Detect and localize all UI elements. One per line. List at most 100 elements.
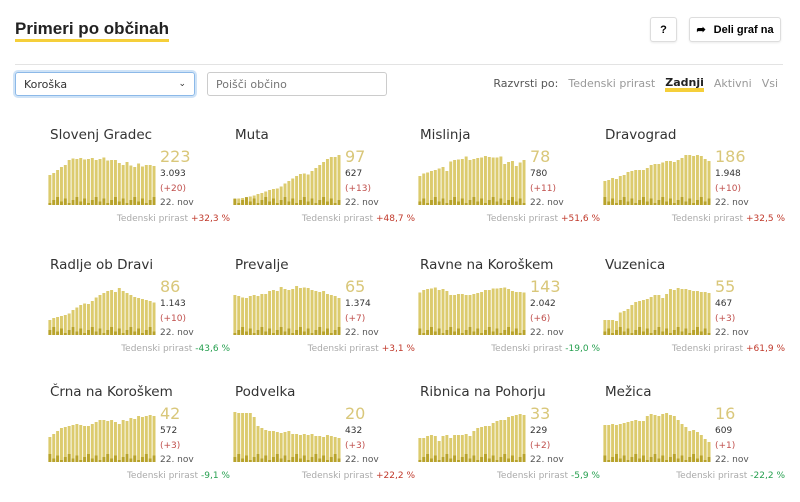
sparkline-bar (329, 436, 333, 462)
sparkline-bar (271, 431, 275, 462)
growth-value: +32,3 % (191, 214, 230, 224)
daily-bar (256, 454, 260, 462)
sparkline-bar (503, 164, 507, 205)
daily-bar (487, 200, 491, 205)
municipality-name: Muta (235, 127, 269, 143)
municipality-card[interactable]: Vuzenica 55 467 (+3) 22. nov Tedenski pr… (603, 257, 785, 372)
sparkline-bar (322, 437, 326, 462)
sparkline-bar (333, 296, 337, 335)
daily-bar (113, 331, 117, 335)
municipality-search-input[interactable] (207, 72, 387, 96)
municipality-card[interactable]: Ribnica na Pohorju 33 229 (+2) 22. nov T… (418, 384, 600, 499)
sparkline-bar (67, 426, 71, 462)
sparkline-bar (507, 162, 511, 205)
daily-bar (499, 333, 503, 335)
sparkline-bar (456, 294, 460, 335)
sort-latest[interactable]: Zadnji (665, 77, 704, 92)
sparkline-bar (707, 293, 711, 335)
daily-bar (638, 200, 642, 205)
municipality-card[interactable]: Črna na Koroškem 42 572 (+3) 22. nov Ted… (48, 384, 230, 499)
sparkline-bar (453, 295, 457, 335)
sort-weekly-growth[interactable]: Tedenski prirast (568, 77, 656, 90)
sparkline-bar (59, 428, 63, 462)
sparkline-bar (295, 286, 299, 335)
sparkline-bar (318, 292, 322, 335)
daily-bar (48, 454, 52, 462)
municipality-card[interactable]: Radlje ob Dravi 86 1.143 (+10) 22. nov T… (48, 257, 230, 372)
daily-bar (499, 198, 503, 205)
sparkline-bar (71, 310, 75, 335)
daily-bar (137, 460, 141, 462)
sparkline-bar (645, 168, 649, 205)
sort-all[interactable]: Vsi (761, 77, 778, 90)
municipality-card[interactable]: Podvelka 20 432 (+3) 22. nov Tedenski pr… (233, 384, 415, 499)
municipality-card[interactable]: Muta 97 627 (+13) 22. nov Tedenski prira… (233, 127, 415, 242)
daily-bar (480, 457, 484, 462)
daily-bar (325, 201, 329, 205)
sparkline-bar (518, 414, 522, 462)
municipality-card[interactable]: Prevalje 65 1.374 (+7) 22. nov Tedenski … (233, 257, 415, 372)
sparkline-bar (256, 426, 260, 462)
sparkline-bar (90, 158, 94, 205)
daily-bar (487, 458, 491, 462)
sparkline-bar (94, 160, 98, 205)
sparkline-bar (499, 288, 503, 335)
sparkline-bar (614, 425, 618, 462)
sort-active[interactable]: Aktivni (713, 77, 752, 90)
share-button[interactable]: ➦ Deli graf na (689, 17, 781, 42)
daily-bar (318, 458, 322, 462)
daily-bar (248, 201, 252, 205)
sparkline-bar (699, 292, 703, 335)
sparkline-bar (437, 441, 441, 462)
daily-bar (661, 197, 665, 205)
growth-value: -43,6 % (195, 344, 230, 354)
daily-bar (491, 197, 495, 205)
daily-bar (611, 198, 615, 205)
sparkline-bar (94, 422, 98, 462)
sparkline-bar (283, 432, 287, 462)
daily-bar (98, 201, 102, 205)
daily-bar (102, 198, 106, 205)
daily-bar (90, 200, 94, 205)
daily-bar (271, 457, 275, 462)
sparkline-bar (641, 421, 645, 462)
sparkline-bar (67, 160, 71, 205)
daily-bar (522, 203, 526, 205)
daily-bar (641, 331, 645, 335)
daily-bar (699, 197, 703, 205)
municipality-card[interactable]: Slovenj Gradec 223 3.093 (+20) 22. nov T… (48, 127, 230, 242)
sparkline-chart (48, 157, 156, 205)
sparkline-bar (614, 179, 618, 205)
daily-bar (695, 200, 699, 205)
sparkline-bar (314, 291, 318, 335)
sparkline-bar (491, 288, 495, 335)
municipality-card[interactable]: Mežica 16 609 (+1) 22. nov Tedenski prir… (603, 384, 785, 499)
municipality-card[interactable]: Mislinja 78 780 (+11) 22. nov Tedenski p… (418, 127, 600, 242)
daily-bar (110, 458, 114, 462)
daily-bar (491, 455, 495, 462)
daily-bar (487, 327, 491, 335)
sparkline-bar (418, 438, 422, 462)
sparkline-bar (110, 160, 114, 205)
sparkline-bar (441, 167, 445, 205)
sparkline-bar (657, 164, 661, 205)
sparkline-bar (618, 176, 622, 205)
daily-bar (433, 331, 437, 335)
daily-bar (503, 203, 507, 205)
sparkline-bar (302, 434, 306, 462)
daily-bar (607, 328, 611, 335)
sparkline-bar (295, 434, 299, 462)
help-button[interactable]: ? (650, 17, 677, 42)
sparkline-bar (426, 436, 430, 462)
sparkline-bar (661, 298, 665, 335)
daily-bar (244, 197, 248, 205)
daily-bar (98, 328, 102, 335)
daily-bar (437, 460, 441, 462)
daily-bar (318, 200, 322, 205)
municipality-card[interactable]: Ravne na Koroškem 143 2.042 (+6) 22. nov… (418, 257, 600, 372)
daily-bar (426, 454, 430, 462)
daily-bar (661, 455, 665, 462)
daily-bar (314, 203, 318, 205)
region-select[interactable]: Koroška ⌄ (15, 72, 195, 96)
municipality-card[interactable]: Dravograd 186 1.948 (+10) 22. nov Tedens… (603, 127, 785, 242)
